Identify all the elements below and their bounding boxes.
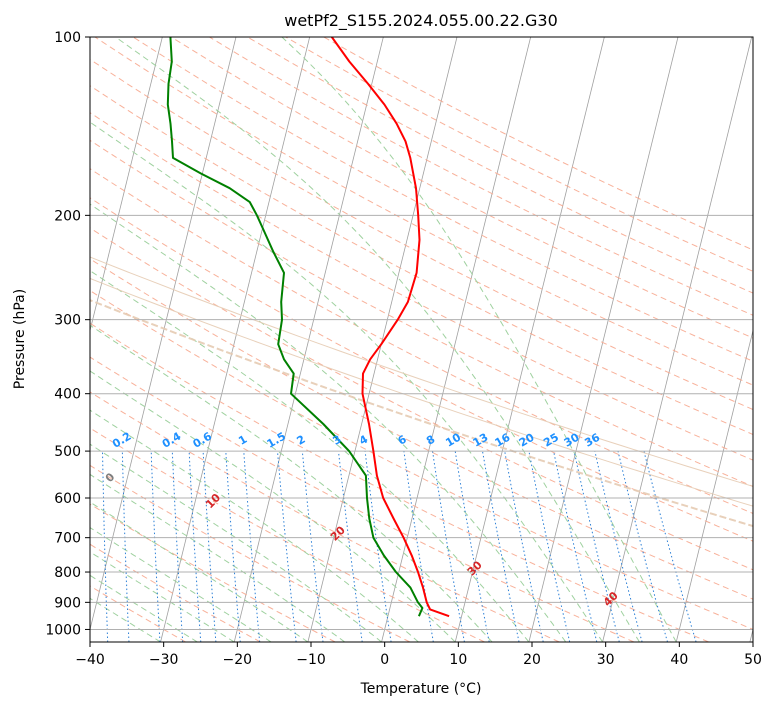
moist-adiabat-line — [281, 37, 677, 642]
y-axis: 100 200 300 400 500 600 700 800 900 1000 — [45, 30, 90, 638]
moist-adiabat-line — [90, 121, 604, 642]
moist-adiabat-line — [90, 443, 382, 642]
background-lines — [90, 37, 753, 642]
isotherm-line — [90, 37, 163, 333]
profile-series — [166, 37, 450, 618]
curved-background-line — [90, 299, 753, 528]
x-tick-label: −30 — [149, 652, 179, 668]
mixing-ratio-line — [594, 450, 643, 642]
isotherm-line — [675, 328, 753, 642]
moist-adiabat-line — [90, 409, 419, 642]
dry-adiabat-line — [90, 58, 753, 411]
mixing-ratio-line — [482, 451, 520, 642]
moist-adiabat-line — [90, 370, 456, 642]
x-tick-label: 10 — [449, 652, 467, 668]
y-tick-label: 100 — [54, 30, 81, 46]
isotherm-line — [602, 37, 753, 642]
x-tick-label: 50 — [744, 652, 762, 668]
y-tick-label: 600 — [54, 491, 81, 507]
y-tick-label: 500 — [54, 444, 81, 460]
x-axis-label: Temperature (°C) — [360, 681, 482, 697]
dry-adiabat-line — [90, 85, 753, 436]
dry-adiabat-line — [90, 322, 709, 642]
mixing-ratio-line — [573, 450, 620, 642]
moist-adiabat-line — [90, 203, 567, 642]
x-tick-label: 0 — [380, 652, 389, 668]
x-tick-label: −40 — [75, 652, 105, 668]
curved-background-line — [90, 256, 753, 487]
dry-adiabat-line — [90, 464, 411, 642]
y-tick-label: 300 — [54, 313, 81, 329]
dry-adiabat-line — [247, 37, 753, 294]
dry-adiabat-line — [132, 37, 753, 362]
moist-adiabat-line — [115, 37, 640, 642]
y-tick-label: 400 — [54, 387, 81, 403]
y-tick-label: 200 — [54, 208, 81, 224]
y-tick-label: 900 — [54, 595, 81, 611]
chart-title: wetPf2_S155.2024.055.00.22.G30 — [284, 11, 558, 31]
x-tick-label: −10 — [296, 652, 326, 668]
x-axis: −40 −30 −20 −10 0 10 20 30 40 50 — [75, 642, 762, 668]
y-tick-label: 700 — [54, 531, 81, 547]
mixing-ratio-line — [243, 451, 261, 642]
isotherm-line — [381, 37, 532, 642]
y-tick-label: 800 — [54, 565, 81, 581]
moist-adiabat-line — [90, 473, 346, 642]
mixing-ratio-line — [528, 451, 571, 642]
y-tick-label: 1000 — [45, 622, 81, 638]
plot-frame — [89, 36, 754, 643]
x-tick-label: −20 — [223, 652, 253, 668]
dry-adiabat-line — [90, 197, 753, 542]
mixing-ratio-line — [277, 451, 297, 642]
mixing-ratio-line — [643, 450, 697, 642]
mixing-ratio-line — [338, 451, 363, 642]
y-axis-label: Pressure (hPa) — [12, 289, 28, 389]
dry-adiabat-line — [90, 427, 485, 642]
mixing-ratio-line — [504, 451, 544, 642]
isotherm-line — [160, 37, 311, 642]
x-tick-label: 30 — [597, 652, 615, 668]
moist-adiabat-line — [90, 501, 309, 642]
isotherm-line — [454, 37, 605, 642]
dry-adiabat-line — [90, 391, 560, 642]
mixing-ratio-line — [301, 451, 324, 642]
mixing-ratio-line — [403, 451, 434, 642]
mixing-ratio-line — [617, 450, 668, 642]
mixing-ratio-line — [225, 451, 241, 642]
x-tick-label: 20 — [523, 652, 541, 668]
isotherm-line — [528, 37, 679, 642]
x-tick-label: 40 — [670, 652, 688, 668]
dewpoint-profile-line — [166, 37, 424, 617]
isotherm-line — [90, 37, 237, 632]
dry-adiabat-line — [90, 356, 635, 642]
mixing-ratio-line — [364, 451, 392, 642]
temperature-profile-line — [330, 37, 450, 618]
dry-adiabat-line — [170, 37, 753, 339]
pressure-grid — [90, 37, 753, 630]
mixing-ratio-line — [553, 451, 598, 642]
dry-adiabat-line — [90, 585, 186, 642]
moist-adiabat-line — [90, 270, 530, 642]
curved-background-line — [90, 277, 753, 507]
